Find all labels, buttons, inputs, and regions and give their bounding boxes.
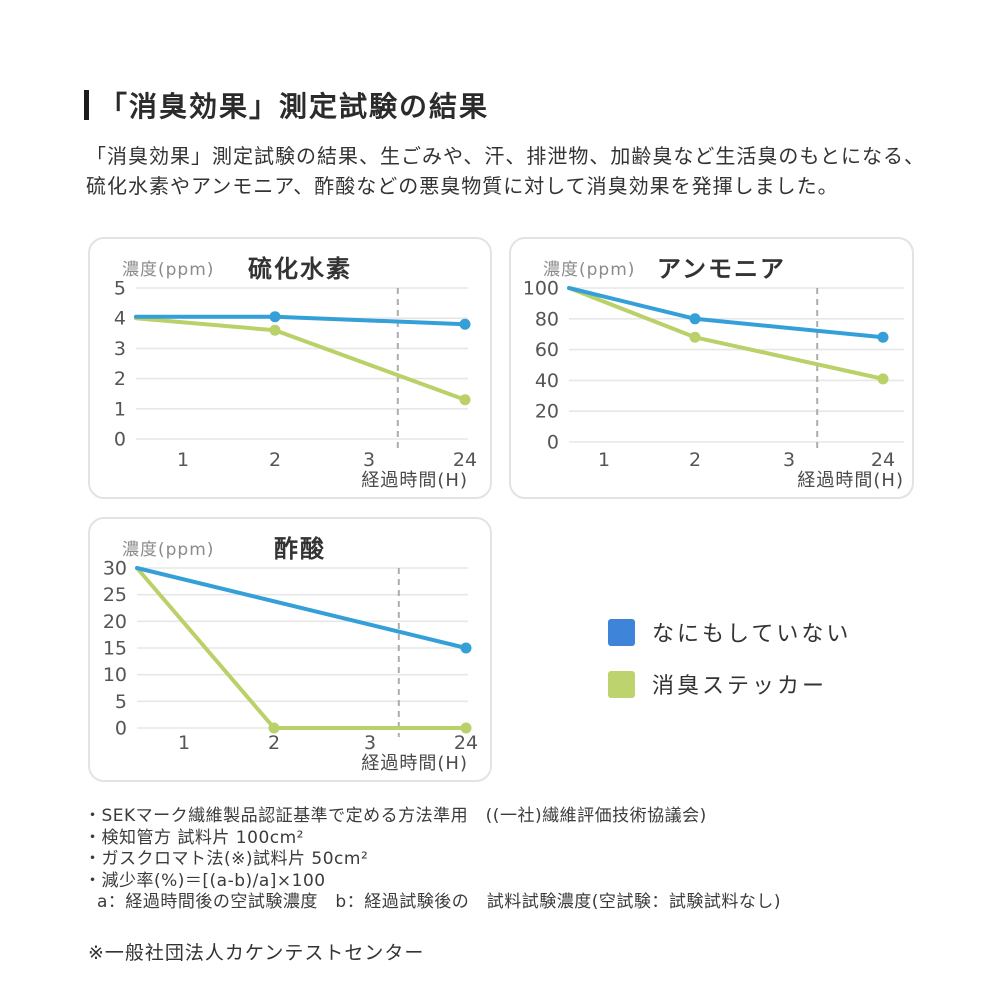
title-accent-bar [84,90,89,120]
chart-title-ammonia: アンモニア [656,255,787,283]
x-tick-label: 2 [269,449,281,471]
footnote-line: ・検知管方 試料片 100cm² [84,827,304,848]
data-point-24h [877,373,889,385]
footnotes: ・SEKマーク繊維製品認証基準で定める方法準用 ((一社)繊維評価技術協議会) ・… [84,806,781,914]
page-title: 「消臭効果」測定試験の結果 [99,90,490,123]
x-tick-label: 1 [598,449,610,471]
y-tick-label: 1 [114,398,126,420]
y-tick-label: 0 [115,718,127,740]
data-point-2h [269,311,281,323]
page-header: 「消臭効果」測定試験の結果 [84,85,489,125]
y-tick-label: 80 [535,308,559,330]
series-line-untreated [567,286,885,340]
y-tick-label: 15 [103,638,127,660]
y-axis-label: 濃度(ppm) [122,260,215,280]
x-tick-label: 3 [363,449,375,471]
legend-swatch [608,670,635,698]
data-point-24h [459,394,471,406]
footnote-line: ・減少率(%)＝[(a-b)/a]×100 [84,870,326,891]
y-tick-label: 3 [114,338,126,360]
x-tick-label: 3 [783,449,795,471]
data-point-2h [268,722,280,734]
series-line-untreated [135,566,468,650]
legend: なにもしていない 消臭ステッカー [608,616,851,720]
panel-acetic-acid: 濃度(ppm) 酢酸 30 25 20 15 10 5 0 1 2 3 24 経過時間(H) [88,517,492,782]
data-point-2h [689,313,701,325]
y-tick-label: 4 [114,308,126,330]
footnote-line: a：経過時間後の空試験濃度 b：経過試験後の 試料試験濃度(空試験：試験試料なし… [97,892,781,912]
intro-line-1: 「消臭効果」測定試験の結果、生ごみや、汗、排泄物、加齢臭など生活臭のもとになる、 [86,144,925,168]
series-line-deodorizing-sticker [134,316,467,402]
y-tick-label: 0 [547,432,559,454]
panel-hydrogen-sulfide: 濃度(ppm) 硫化水素 5 4 3 2 1 0 1 2 3 24 経過時間(H) [88,237,492,499]
x-axis-label: 経過時間(H) [361,753,468,774]
y-tick-label: 2 [114,368,126,390]
legend-swatch [608,618,635,646]
x-tick-label: 2 [689,449,701,471]
intro-line-2: 硫化水素やアンモニア、酢酸などの悪臭物質に対して消臭効果を発揮しました。 [86,174,839,198]
data-point-24h [460,722,472,734]
x-tick-label: 24 [871,449,895,471]
y-tick-label: 20 [103,611,127,633]
intro-paragraph: 「消臭効果」測定試験の結果、生ごみや、汗、排泄物、加齢臭など生活臭のもとになる、… [86,141,925,201]
x-tick-label: 1 [177,449,189,471]
data-point-24h [877,331,889,343]
x-tick-label: 1 [178,732,190,754]
y-tick-label: 5 [115,691,127,713]
y-axis-label: 濃度(ppm) [543,260,636,280]
chart-title-acetic-acid: 酢酸 [274,535,326,563]
y-tick-label: 25 [103,584,127,606]
x-tick-label: 24 [453,449,477,471]
legend-label: なにもしていない [652,622,852,647]
chart-title-hydrogen-sulfide: 硫化水素 [248,255,352,283]
data-point-24h [459,318,471,330]
legend-item: なにもしていない [608,616,851,648]
y-tick-label: 60 [535,339,559,361]
y-tick-label: 20 [535,401,559,423]
legend-label: 消臭ステッカー [652,674,828,699]
footnote-line: ・SEKマーク繊維製品認証基準で定める方法準用 ((一社)繊維評価技術協議会) [84,806,707,826]
y-tick-label: 10 [103,664,127,686]
y-axis-label: 濃度(ppm) [122,540,215,560]
panel-ammonia: 濃度(ppm) アンモニア 100 80 60 40 20 0 1 2 3 24 経過時間(H) [509,237,914,499]
x-tick-label: 3 [364,732,376,754]
data-point-2h [689,331,701,343]
x-tick-label: 2 [268,732,280,754]
footnote-line: ・ガスクロマト法(※)試料片 50cm² [84,849,369,869]
data-point-24h [460,642,472,654]
y-tick-label: 40 [535,370,559,392]
y-tick-label: 0 [114,429,126,451]
x-axis-label: 経過時間(H) [797,470,904,491]
x-tick-label: 24 [454,732,478,754]
data-point-2h [269,324,281,336]
test-center-note: ※一般社団法人カケンテストセンター [88,942,425,964]
legend-item: 消臭ステッカー [608,668,851,700]
y-tick-label: 100 [523,278,559,300]
y-tick-label: 5 [114,278,126,300]
x-axis-label: 経過時間(H) [361,470,468,491]
y-tick-label: 30 [103,558,127,580]
